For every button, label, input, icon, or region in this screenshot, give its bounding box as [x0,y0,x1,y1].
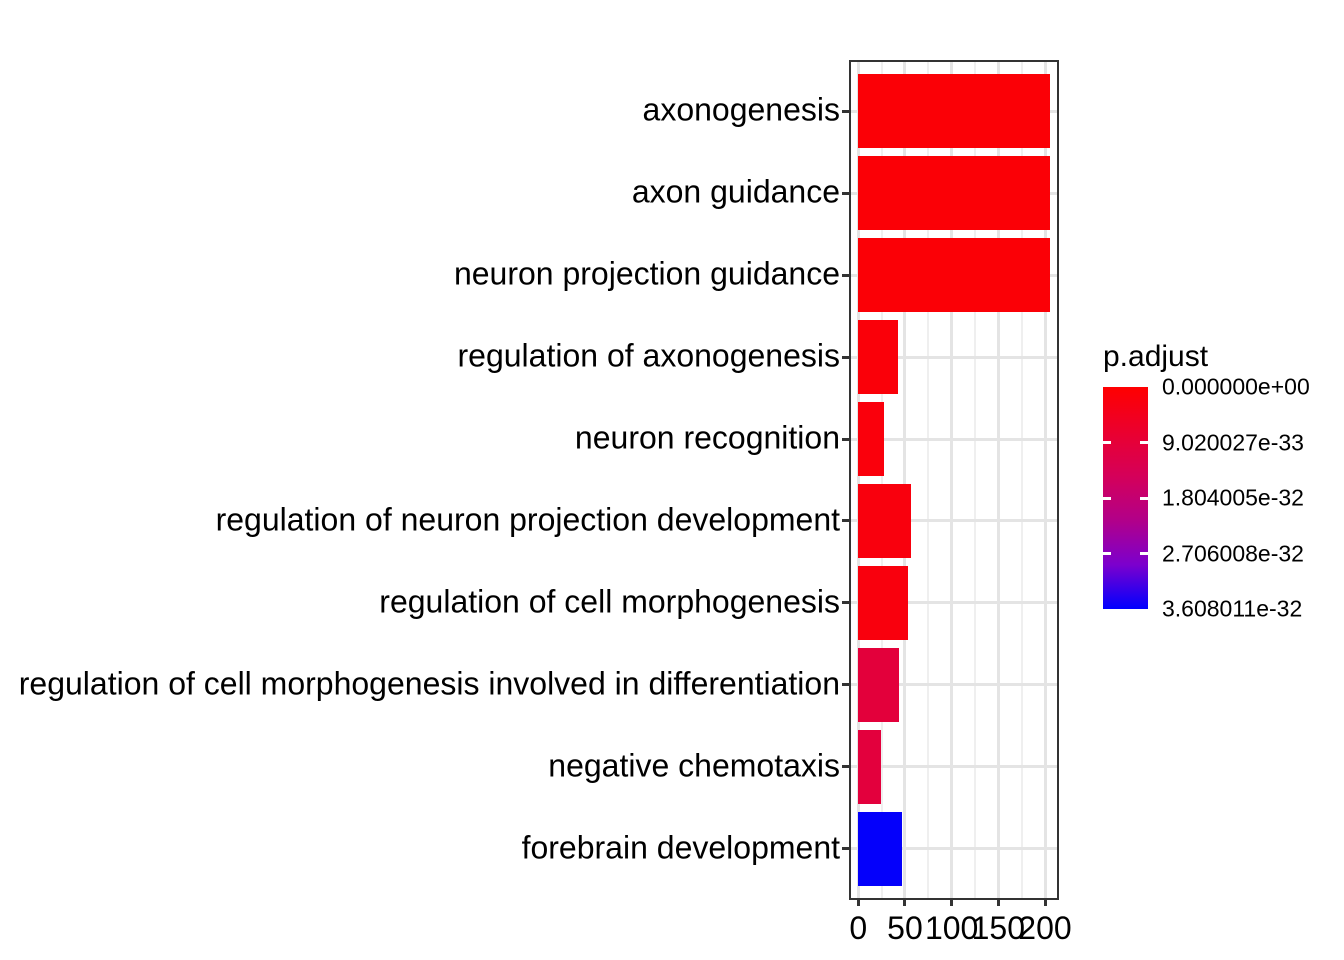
gridline-v-major [903,62,907,898]
gridline-v-minor [973,62,976,898]
x-tick-label: 50 [887,910,923,946]
y-tick [842,273,850,277]
legend-tick-mark [1140,441,1148,444]
bar [858,156,1050,230]
y-tick [842,519,850,523]
gridline-v-major [856,62,860,898]
legend-tick-label: 1.804005e-32 [1162,484,1304,511]
y-tick [842,847,850,851]
y-tick [842,437,850,441]
y-tick [842,355,850,359]
bar [858,74,1050,149]
gridline-h [851,847,1057,851]
bar [858,484,911,558]
bar [858,320,898,394]
gridline-v-minor [1020,62,1023,898]
legend-colorbar [1103,387,1148,609]
y-axis-label: regulation of neuron projection developm… [215,501,840,538]
bar [858,402,885,476]
y-axis-label: axonogenesis [642,91,840,128]
bar [858,811,903,886]
x-tick [996,899,1000,906]
legend-title: p.adjust [1103,340,1209,373]
legend-tick-mark [1103,441,1111,444]
x-tick [856,899,860,906]
x-tick-label: 100 [924,910,979,946]
gridline-v-major [996,62,1000,898]
bar [858,648,900,722]
y-axis-label: forebrain development [521,829,840,866]
gridline-v-major [1043,62,1047,898]
x-tick [950,899,954,906]
gridline-h [851,683,1057,687]
gridline-h [851,765,1057,769]
x-tick [903,899,907,906]
bar [858,566,908,640]
y-tick [842,191,850,195]
legend-tick-label: 0.000000e+00 [1162,373,1310,400]
x-tick-label: 0 [849,910,868,946]
y-tick [842,683,850,687]
bar [858,729,881,804]
gridline-h [851,437,1057,441]
gridline-v-minor [927,62,930,898]
legend-tick-label: 9.020027e-33 [1162,429,1304,455]
legend-tick-label: 3.608011e-32 [1162,595,1303,622]
legend: p.adjust 0.000000e+00 9.020027e-33 1.80400… [1103,342,1343,632]
gridline-h [851,601,1057,605]
x-tick-label: 150 [971,910,1026,946]
legend-tick-mark [1140,552,1148,555]
y-axis-label: negative chemotaxis [548,747,840,784]
y-tick [842,109,850,113]
y-tick [842,765,850,769]
y-axis-label: regulation of cell morphogenesis involve… [18,665,840,702]
plot-panel [849,60,1059,900]
gridline-v-major [950,62,954,898]
gridline-v-minor [880,62,883,898]
y-tick [842,601,850,605]
y-axis-label: regulation of axonogenesis [457,337,841,374]
x-tick-label: 200 [1018,910,1072,946]
bar [858,238,1050,312]
y-axis-label: neuron recognition [574,419,840,456]
y-axis-label: neuron projection guidance [453,255,840,292]
x-tick [1043,899,1047,906]
legend-tick-mark [1140,496,1148,500]
legend-tick-mark [1103,552,1111,555]
gridline-h [851,355,1057,359]
legend-tick-mark [1103,496,1111,500]
y-axis-label: axon guidance [631,173,840,210]
legend-tick-label: 2.706008e-32 [1162,540,1304,566]
y-axis-label: regulation of cell morphogenesis [379,583,840,620]
gridline-h [851,519,1057,523]
